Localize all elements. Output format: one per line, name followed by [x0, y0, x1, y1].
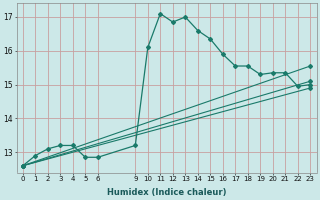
X-axis label: Humidex (Indice chaleur): Humidex (Indice chaleur) [107, 188, 226, 197]
